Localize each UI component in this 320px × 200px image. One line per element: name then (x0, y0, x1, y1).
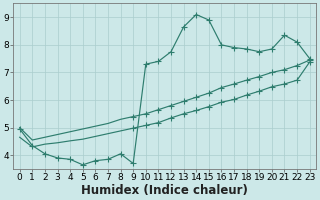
X-axis label: Humidex (Indice chaleur): Humidex (Indice chaleur) (81, 184, 248, 197)
